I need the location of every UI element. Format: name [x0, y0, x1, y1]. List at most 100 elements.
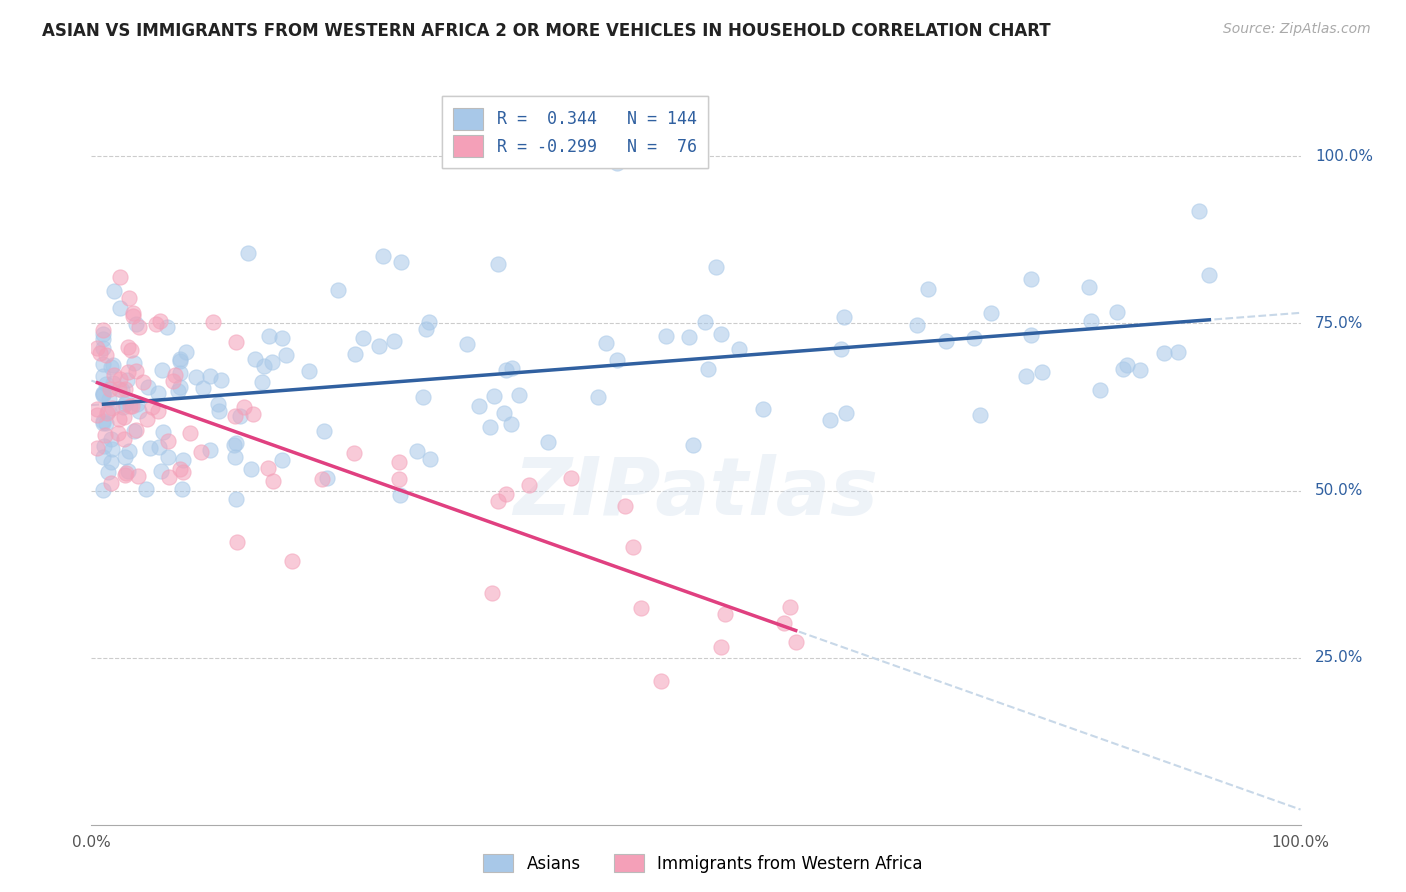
Point — [495, 487, 517, 501]
Point — [517, 478, 540, 492]
Point — [280, 554, 302, 568]
Point — [141, 401, 163, 415]
Point — [229, 409, 252, 423]
Point — [101, 401, 124, 416]
Point — [93, 357, 115, 371]
Point — [456, 337, 478, 351]
Point — [415, 322, 437, 336]
Point — [630, 601, 652, 615]
Point — [170, 483, 193, 497]
Point — [128, 319, 150, 334]
Point — [110, 372, 132, 386]
Point — [980, 306, 1002, 320]
Point — [93, 323, 115, 337]
Point — [93, 341, 115, 355]
Point — [100, 432, 122, 446]
Point — [388, 455, 411, 469]
Text: 75.0%: 75.0% — [1315, 316, 1364, 331]
Point — [606, 352, 628, 367]
Point — [1090, 383, 1112, 397]
Point — [121, 399, 143, 413]
Point — [389, 255, 412, 269]
Point — [343, 346, 366, 360]
Point — [114, 383, 136, 397]
Point — [122, 306, 145, 320]
Point — [1112, 362, 1135, 376]
Point — [371, 249, 394, 263]
Point — [148, 441, 170, 455]
Point — [107, 425, 129, 440]
Point — [678, 329, 700, 343]
Point — [179, 425, 201, 440]
Point — [101, 358, 124, 372]
Point — [94, 428, 117, 442]
Point — [122, 356, 145, 370]
Point — [1167, 344, 1189, 359]
Point — [406, 444, 429, 458]
Point — [125, 396, 148, 410]
Point — [606, 156, 628, 170]
Point — [834, 406, 856, 420]
Point — [169, 366, 191, 380]
Point — [225, 534, 247, 549]
Point — [86, 341, 108, 355]
Point — [298, 364, 321, 378]
Point — [382, 334, 405, 348]
Point — [156, 450, 179, 464]
Point — [93, 439, 115, 453]
Point — [588, 390, 610, 404]
Point — [696, 361, 718, 376]
Point — [93, 416, 115, 430]
Point — [243, 352, 266, 367]
Point — [710, 640, 733, 654]
Point — [482, 389, 505, 403]
Point — [412, 390, 434, 404]
Point — [343, 446, 366, 460]
Point — [751, 401, 773, 416]
Point — [139, 441, 162, 455]
Legend: Asians, Immigrants from Western Africa: Asians, Immigrants from Western Africa — [477, 847, 929, 880]
Text: 50.0%: 50.0% — [1315, 483, 1364, 498]
Point — [108, 412, 131, 426]
Point — [1080, 314, 1102, 328]
Point — [495, 363, 517, 377]
Point — [101, 442, 124, 456]
Point — [148, 404, 170, 418]
Point — [174, 345, 197, 359]
Point — [418, 315, 440, 329]
Point — [136, 380, 159, 394]
Point — [935, 334, 957, 348]
Point — [115, 466, 138, 480]
Point — [260, 355, 283, 369]
Point — [233, 401, 256, 415]
Point — [146, 385, 169, 400]
Point — [710, 326, 733, 341]
Point — [135, 412, 157, 426]
Point — [125, 423, 148, 437]
Point — [654, 328, 676, 343]
Text: Source: ZipAtlas.com: Source: ZipAtlas.com — [1223, 22, 1371, 37]
Point — [242, 408, 264, 422]
Point — [240, 461, 263, 475]
Point — [236, 245, 259, 260]
Point — [388, 488, 411, 502]
Point — [492, 406, 515, 420]
Point — [98, 392, 121, 406]
Point — [1031, 365, 1053, 379]
Point — [97, 465, 120, 479]
Point — [963, 330, 986, 344]
Point — [117, 365, 139, 379]
Point — [169, 354, 191, 368]
Point — [468, 399, 491, 413]
Point — [479, 419, 502, 434]
Point — [117, 464, 139, 478]
Point — [917, 282, 939, 296]
Point — [157, 434, 180, 449]
Point — [1019, 272, 1042, 286]
Point — [225, 436, 247, 450]
Point — [172, 453, 194, 467]
Point — [208, 403, 231, 417]
Point — [93, 327, 115, 342]
Point — [1198, 268, 1220, 282]
Point — [100, 476, 122, 491]
